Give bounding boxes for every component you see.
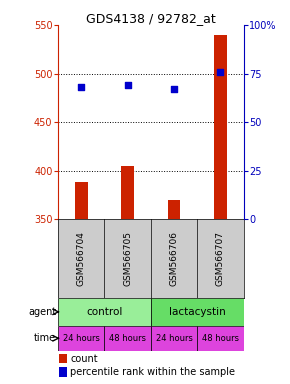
Text: control: control xyxy=(86,307,123,317)
Bar xyxy=(104,326,151,351)
Point xyxy=(79,84,84,90)
Bar xyxy=(197,326,244,351)
Text: agent: agent xyxy=(28,307,56,317)
Text: 24 hours: 24 hours xyxy=(63,334,100,343)
Bar xyxy=(59,367,67,377)
Bar xyxy=(121,166,134,219)
Text: 48 hours: 48 hours xyxy=(202,334,239,343)
Point xyxy=(125,82,130,88)
Bar xyxy=(75,182,88,219)
Bar xyxy=(151,326,197,351)
Bar xyxy=(151,298,244,326)
Bar xyxy=(58,326,104,351)
Text: GSM566706: GSM566706 xyxy=(169,231,179,286)
Point xyxy=(172,86,176,92)
Title: GDS4138 / 92782_at: GDS4138 / 92782_at xyxy=(86,12,216,25)
Text: count: count xyxy=(70,354,98,364)
Text: 48 hours: 48 hours xyxy=(109,334,146,343)
Bar xyxy=(59,354,67,363)
Point xyxy=(218,68,223,74)
Text: time: time xyxy=(34,333,56,343)
Bar xyxy=(168,200,180,219)
Bar xyxy=(58,298,151,326)
Text: 24 hours: 24 hours xyxy=(155,334,193,343)
Text: percentile rank within the sample: percentile rank within the sample xyxy=(70,367,235,377)
Text: GSM566707: GSM566707 xyxy=(216,231,225,286)
Bar xyxy=(214,35,227,219)
Text: GSM566704: GSM566704 xyxy=(77,231,86,286)
Text: lactacystin: lactacystin xyxy=(169,307,226,317)
Text: GSM566705: GSM566705 xyxy=(123,231,132,286)
